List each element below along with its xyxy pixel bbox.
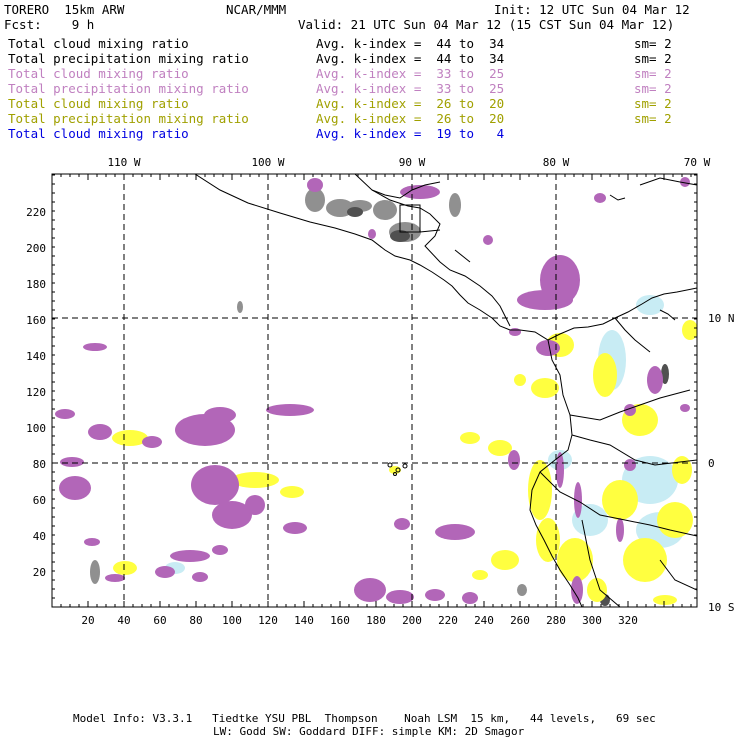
lon-label-70w: 70 W bbox=[684, 156, 711, 169]
init-time: Init: 12 UTC Sun 04 Mar 12 bbox=[494, 2, 690, 17]
weather-map: 110 W 100 W 90 W 80 W 70 W 10 N 0 10 S 2… bbox=[26, 156, 735, 627]
valid-time: Valid: 21 UTC Sun 04 Mar 12 (15 CST Sun … bbox=[298, 17, 675, 32]
legend-row-3-kindex: Avg. k-index = 33 to 25 bbox=[316, 66, 505, 81]
organization: NCAR/MMM bbox=[226, 2, 287, 17]
x-tick-60: 60 bbox=[153, 614, 166, 627]
x-tick-260: 260 bbox=[510, 614, 530, 627]
lat-lon-grid bbox=[52, 174, 697, 607]
legend-row-2-field: Total precipitation mixing ratio bbox=[8, 51, 249, 66]
legend-row-1-sm: sm= 2 bbox=[634, 36, 672, 51]
model-name: TORERO 15km ARW bbox=[4, 2, 125, 17]
y-tick-40: 40 bbox=[33, 530, 46, 543]
yellow-field bbox=[112, 320, 697, 605]
y-tick-220: 220 bbox=[26, 206, 46, 219]
galapagos-islands bbox=[387, 462, 408, 476]
lon-label-110w: 110 W bbox=[107, 156, 140, 169]
purple-field bbox=[55, 177, 690, 604]
legend-row-2-kindex: Avg. k-index = 44 to 34 bbox=[316, 51, 505, 66]
x-tick-160: 160 bbox=[330, 614, 350, 627]
legend-row-6-sm: sm= 2 bbox=[634, 111, 672, 126]
y-tick-100: 100 bbox=[26, 422, 46, 435]
legend-row-1-kindex: Avg. k-index = 44 to 34 bbox=[316, 36, 505, 51]
dark-gray-field bbox=[347, 207, 669, 606]
model-info-line-1: Model Info: V3.3.1 Tiedtke YSU PBL Thomp… bbox=[73, 712, 656, 725]
x-tick-200: 200 bbox=[402, 614, 422, 627]
legend-row-3-field: Total cloud mixing ratio bbox=[8, 66, 189, 81]
lat-label-0: 0 bbox=[708, 457, 715, 470]
x-index-labels: 20 40 60 80 100 120 140 160 180 200 220 … bbox=[81, 614, 638, 627]
legend-row-5-kindex: Avg. k-index = 26 to 20 bbox=[316, 96, 505, 111]
x-tick-20: 20 bbox=[81, 614, 94, 627]
legend-row-6-field: Total precipitation mixing ratio bbox=[8, 111, 249, 126]
x-tick-240: 240 bbox=[474, 614, 494, 627]
legend-row-4-field: Total precipitation mixing ratio bbox=[8, 81, 249, 96]
legend-row-5-sm: sm= 2 bbox=[634, 96, 672, 111]
x-tick-300: 300 bbox=[582, 614, 602, 627]
lon-label-100w: 100 W bbox=[251, 156, 284, 169]
legend-row-5-field: Total cloud mixing ratio bbox=[8, 96, 189, 111]
y-tick-140: 140 bbox=[26, 350, 46, 363]
x-tick-220: 220 bbox=[438, 614, 458, 627]
axis-ticks bbox=[52, 174, 697, 607]
y-tick-160: 160 bbox=[26, 314, 46, 327]
y-tick-20: 20 bbox=[33, 566, 46, 579]
x-tick-120: 120 bbox=[258, 614, 278, 627]
legend-row-7-field: Total cloud mixing ratio bbox=[8, 126, 189, 141]
x-tick-100: 100 bbox=[222, 614, 242, 627]
precipitation-fields bbox=[55, 177, 697, 606]
model-info-line-2: LW: Godd SW: Goddard DIFF: simple KM: 2D… bbox=[213, 725, 525, 738]
legend-row-4-sm: sm= 2 bbox=[634, 81, 672, 96]
lon-label-90w: 90 W bbox=[399, 156, 426, 169]
lat-label-10n: 10 N bbox=[708, 312, 735, 325]
lon-label-80w: 80 W bbox=[543, 156, 570, 169]
coastlines bbox=[194, 174, 697, 607]
light-blue-field bbox=[165, 295, 684, 574]
legend-row-2-sm: sm= 2 bbox=[634, 51, 672, 66]
legend-row-7-kindex: Avg. k-index = 19 to 4 bbox=[316, 126, 505, 141]
y-tick-80: 80 bbox=[33, 458, 46, 471]
y-tick-200: 200 bbox=[26, 242, 46, 255]
y-tick-120: 120 bbox=[26, 386, 46, 399]
lat-label-10s: 10 S bbox=[708, 601, 735, 614]
x-tick-80: 80 bbox=[189, 614, 202, 627]
x-tick-280: 280 bbox=[546, 614, 566, 627]
x-tick-40: 40 bbox=[117, 614, 130, 627]
y-index-labels: 20 40 60 80 100 120 140 160 180 200 220 bbox=[26, 206, 46, 579]
forecast-hour: Fcst: 9 h bbox=[4, 17, 95, 32]
y-tick-180: 180 bbox=[26, 278, 46, 291]
legend-row-4-kindex: Avg. k-index = 33 to 25 bbox=[316, 81, 505, 96]
y-tick-60: 60 bbox=[33, 494, 46, 507]
x-tick-140: 140 bbox=[294, 614, 314, 627]
x-tick-320: 320 bbox=[618, 614, 638, 627]
legend-row-6-kindex: Avg. k-index = 26 to 20 bbox=[316, 111, 505, 126]
latitude-labels: 10 N 0 10 S bbox=[708, 312, 735, 614]
legend-row-3-sm: sm= 2 bbox=[634, 66, 672, 81]
legend-row-1-field: Total cloud mixing ratio bbox=[8, 36, 189, 51]
x-tick-180: 180 bbox=[366, 614, 386, 627]
longitude-labels: 110 W 100 W 90 W 80 W 70 W bbox=[107, 156, 710, 169]
